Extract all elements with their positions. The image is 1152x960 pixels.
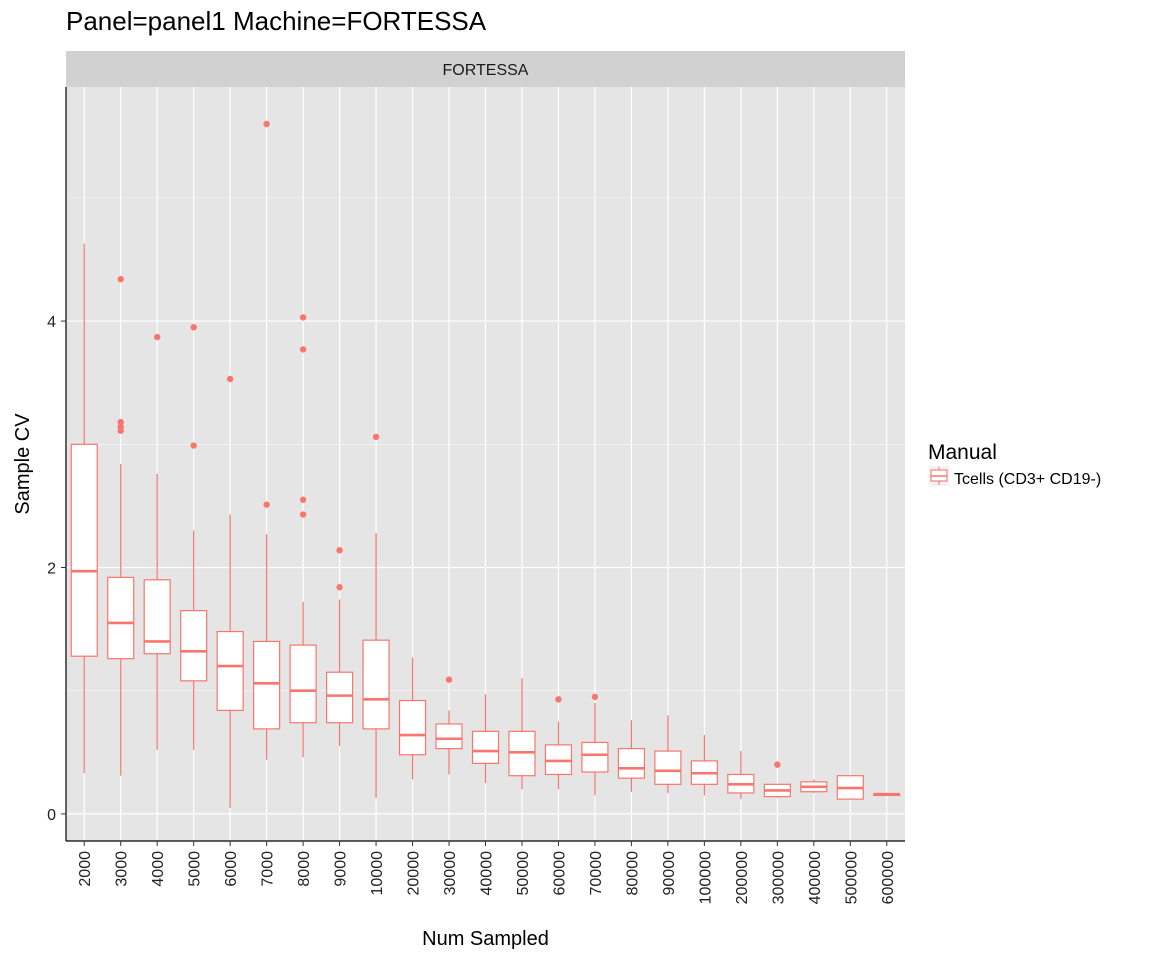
box-600000 (873, 792, 901, 797)
outlier-point (372, 433, 380, 441)
box-300000 (763, 761, 791, 798)
outlier-point (591, 693, 599, 701)
box-body (253, 640, 281, 730)
outlier-point (774, 761, 781, 768)
box-3000 (107, 275, 135, 776)
box-body (289, 644, 317, 724)
box-body (471, 730, 500, 764)
y-axis-title: Sample CV (12, 413, 34, 515)
x-tick-label: 80000 (624, 851, 641, 896)
outlier-point (263, 501, 270, 508)
box-5000 (180, 324, 208, 750)
outlier-point (117, 423, 124, 431)
legend-title: Manual (928, 441, 997, 464)
box-30000 (435, 676, 463, 775)
box-20000 (398, 657, 427, 780)
box-body (654, 750, 682, 785)
box-9000 (325, 547, 354, 747)
box-body (70, 443, 98, 657)
chart-title: Panel=panel1 Machine=FORTESSA (66, 6, 487, 36)
box-80000 (617, 720, 646, 792)
x-tick-label: 4000 (150, 851, 167, 887)
box-body (435, 723, 463, 750)
outlier-point (117, 418, 124, 426)
box-100000 (690, 735, 718, 796)
x-tick-label: 90000 (661, 851, 678, 896)
box-60000 (544, 696, 573, 790)
x-tick-label: 70000 (588, 851, 605, 896)
x-tick-label: 7000 (260, 851, 277, 887)
y-tick-label: 2 (47, 560, 56, 577)
x-tick-label: 5000 (187, 851, 204, 887)
box-6000 (216, 375, 244, 808)
box-body (180, 610, 208, 682)
x-tick-label: 9000 (333, 851, 350, 887)
x-tick-label: 20000 (406, 851, 423, 896)
box-body (617, 747, 646, 779)
outlier-point (299, 511, 307, 518)
outlier-point (445, 676, 453, 683)
legend-label: Tcells (CD3+ CD19-) (954, 471, 1101, 488)
x-tick-label: 600000 (880, 851, 897, 904)
outlier-point (299, 314, 307, 321)
box-body (581, 741, 609, 773)
outlier-point (190, 324, 197, 331)
box-body (107, 576, 135, 660)
outlier-point (555, 696, 562, 703)
box-500000 (836, 775, 864, 800)
x-tick-label: 30000 (442, 851, 459, 896)
outlier-point (299, 496, 307, 503)
outlier-point (117, 275, 124, 283)
box-body (398, 699, 427, 756)
x-tick-label: 3000 (114, 851, 131, 887)
box-body (325, 671, 354, 724)
outlier-point (299, 346, 307, 353)
box-8000 (289, 314, 317, 758)
x-tick-label: 8000 (296, 851, 313, 887)
outlier-point (190, 442, 197, 449)
x-tick-label: 200000 (734, 851, 751, 904)
x-axis-ticks: 2000 3000 4000 5000 6000 7000 8000 9000 10000 200… (77, 841, 897, 904)
box-50000 (508, 678, 536, 790)
box-40000 (471, 694, 500, 784)
outlier-point (336, 547, 343, 554)
outlier-point (226, 375, 234, 383)
y-tick-label: 0 (47, 807, 56, 824)
facet-strip (66, 51, 905, 87)
box-body (362, 639, 390, 730)
facet-label: FORTESSA (443, 62, 529, 79)
box-400000 (800, 779, 828, 793)
box-70000 (581, 693, 609, 796)
legend-key-box-icon (929, 466, 949, 486)
x-tick-label: 60000 (551, 851, 568, 896)
outlier-point (263, 120, 270, 128)
x-tick-label: 300000 (770, 851, 787, 904)
box-10000 (362, 433, 390, 798)
y-tick-label: 4 (47, 314, 56, 331)
y-axis-ticks: 0 2 4 (47, 314, 66, 824)
x-tick-label: 500000 (843, 851, 860, 904)
box-body (216, 630, 244, 712)
x-tick-label: 40000 (479, 851, 496, 896)
outlier-point (336, 584, 343, 591)
x-tick-label: 400000 (807, 851, 824, 904)
x-tick-label: 2000 (77, 851, 94, 887)
x-tick-label: 10000 (369, 851, 386, 896)
box-4000 (143, 333, 171, 750)
box-90000 (654, 715, 682, 793)
box-series (70, 120, 901, 808)
box-200000 (727, 751, 755, 800)
box-7000 (253, 120, 281, 760)
x-tick-label: 100000 (697, 851, 714, 904)
outlier-point (153, 333, 161, 341)
x-axis-title: Num Sampled (422, 928, 549, 950)
legend: Manual Tcells (CD3+ CD19-) (928, 441, 1101, 488)
x-tick-label: 6000 (223, 851, 240, 887)
x-tick-label: 50000 (515, 851, 532, 896)
box-2000 (70, 243, 98, 774)
